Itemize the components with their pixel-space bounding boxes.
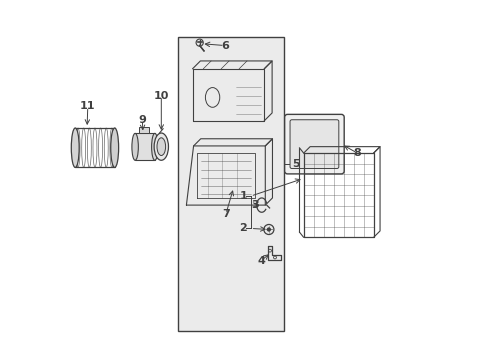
Text: 5: 5	[291, 159, 299, 169]
Text: 7: 7	[222, 209, 229, 219]
Ellipse shape	[71, 128, 79, 167]
Circle shape	[264, 225, 273, 234]
Text: 8: 8	[353, 148, 361, 158]
Bar	[178, 37, 284, 330]
Ellipse shape	[110, 128, 119, 167]
Text: 11: 11	[80, 102, 95, 112]
Ellipse shape	[157, 138, 165, 156]
Circle shape	[266, 227, 270, 231]
Text: 2: 2	[239, 224, 247, 233]
Ellipse shape	[154, 133, 168, 160]
Text: 6: 6	[221, 41, 228, 50]
Text: 9: 9	[138, 115, 146, 125]
FancyBboxPatch shape	[289, 120, 338, 168]
Bar	[139, 127, 149, 134]
Text: 3: 3	[251, 200, 259, 210]
FancyBboxPatch shape	[284, 114, 344, 174]
Text: 10: 10	[153, 91, 169, 101]
Text: 4: 4	[257, 256, 264, 266]
Text: 1: 1	[239, 191, 247, 201]
Ellipse shape	[132, 134, 138, 160]
Bar	[135, 134, 155, 160]
Ellipse shape	[151, 134, 158, 160]
